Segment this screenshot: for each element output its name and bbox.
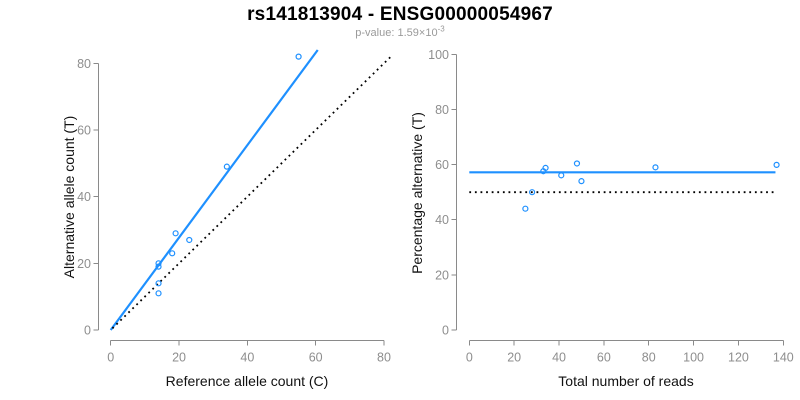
p-value-exponent: -3 [437, 24, 445, 34]
p-value-times-ten: ×10 [418, 27, 438, 39]
x-tick-label: 20 [507, 351, 521, 365]
data-point [542, 164, 549, 172]
right-y-axis-title: Percentage alternative (T) [409, 112, 425, 274]
data-point [155, 260, 162, 267]
data-point [522, 205, 529, 212]
y-tick-label: 40 [435, 213, 449, 227]
x-tick-label: 40 [240, 351, 254, 365]
x-tick-label: 80 [377, 351, 391, 365]
y-tick-label: 80 [435, 103, 449, 117]
y-tick-label: 60 [435, 158, 449, 172]
y-tick-label: 0 [84, 324, 91, 338]
left-y-axis-title: Alternative allele count (T) [61, 115, 77, 279]
p-value-subtitle: p-value: 1.59×10-3 [0, 24, 800, 39]
y-tick-label: 40 [77, 190, 91, 204]
x-tick-label: 0 [466, 351, 473, 365]
x-tick-label: 20 [172, 351, 186, 365]
x-tick-label: 100 [683, 351, 704, 365]
right-x-axis-title: Total number of reads [558, 373, 694, 389]
x-tick-label: 80 [642, 351, 656, 365]
data-point [223, 163, 230, 170]
figure-title: rs141813904 - ENSG00000054967 [247, 4, 553, 25]
data-point [573, 160, 581, 167]
y-tick-label: 20 [435, 268, 449, 282]
p-value-mantissa: 1.59 [397, 27, 419, 39]
data-point [169, 250, 176, 257]
fit-line [109, 49, 319, 331]
data-point [652, 164, 659, 171]
x-tick-label: 0 [107, 351, 114, 365]
data-point [578, 178, 585, 185]
data-point [172, 230, 179, 237]
data-point [155, 263, 162, 270]
data-point [155, 290, 162, 297]
x-tick-label: 40 [552, 351, 566, 365]
data-point [155, 280, 162, 287]
y-tick-label: 80 [77, 57, 91, 71]
p-value-label: p-value: [355, 27, 398, 39]
x-tick-label: 120 [728, 351, 749, 365]
x-tick-label: 140 [773, 351, 794, 365]
left-x-axis-title: Reference allele count (C) [165, 373, 329, 389]
y-tick-label: 20 [77, 257, 91, 271]
data-point [295, 53, 302, 60]
data-point [186, 236, 193, 244]
y-tick-label: 100 [428, 48, 449, 62]
identity-line [111, 54, 394, 329]
y-tick-label: 60 [77, 123, 91, 137]
data-point [773, 161, 780, 168]
x-tick-label: 60 [309, 351, 323, 365]
data-point [529, 189, 536, 196]
data-point [558, 172, 565, 179]
y-tick-label: 0 [442, 324, 449, 338]
x-tick-label: 60 [597, 351, 611, 365]
